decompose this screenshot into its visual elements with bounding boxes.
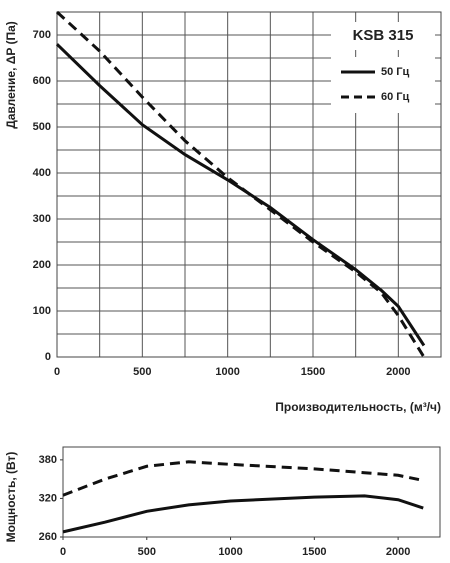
x-tick-label: 0: [54, 366, 60, 378]
x-tick-label: 1500: [302, 546, 326, 558]
y-tick-label: 380: [39, 454, 57, 466]
legend-label: 50 Гц: [381, 66, 410, 78]
series-line: [62, 460, 424, 497]
x-tick-label: 0: [60, 546, 66, 558]
chart-title: KSB 315: [353, 27, 414, 44]
title-box: [331, 22, 435, 50]
y-tick-label: 700: [33, 29, 51, 41]
y-tick-label: 600: [33, 75, 51, 87]
x-tick-label: 500: [133, 366, 151, 378]
y-tick-label: 320: [39, 492, 57, 504]
x-tick-label: 1000: [218, 546, 242, 558]
x-tick-label: 2000: [386, 366, 410, 378]
x-axis-label: Производительность, (м³/ч): [275, 400, 441, 414]
y-tick-label: 0: [45, 351, 51, 363]
x-tick-label: 1000: [215, 366, 239, 378]
y-tick-label: 100: [33, 305, 51, 317]
legend-label: 60 Гц: [381, 91, 410, 103]
y-tick-label: 260: [39, 531, 57, 543]
y-tick-label: 400: [33, 167, 51, 179]
x-tick-label: 2000: [386, 546, 410, 558]
plot-frame: [56, 11, 442, 358]
y-axis-label: Мощность, (Вт): [4, 452, 18, 543]
y-tick-label: 500: [33, 121, 51, 133]
legend-box: [331, 57, 435, 113]
x-tick-label: 500: [138, 546, 156, 558]
series-line: [62, 494, 424, 534]
plot-frame: [62, 446, 441, 538]
series-line: [55, 10, 426, 358]
series-line: [55, 43, 426, 347]
y-tick-label: 200: [33, 259, 51, 271]
y-tick-label: 300: [33, 213, 51, 225]
x-tick-label: 1500: [301, 366, 325, 378]
y-axis-label: Давление, ΔP (Па): [4, 21, 18, 129]
